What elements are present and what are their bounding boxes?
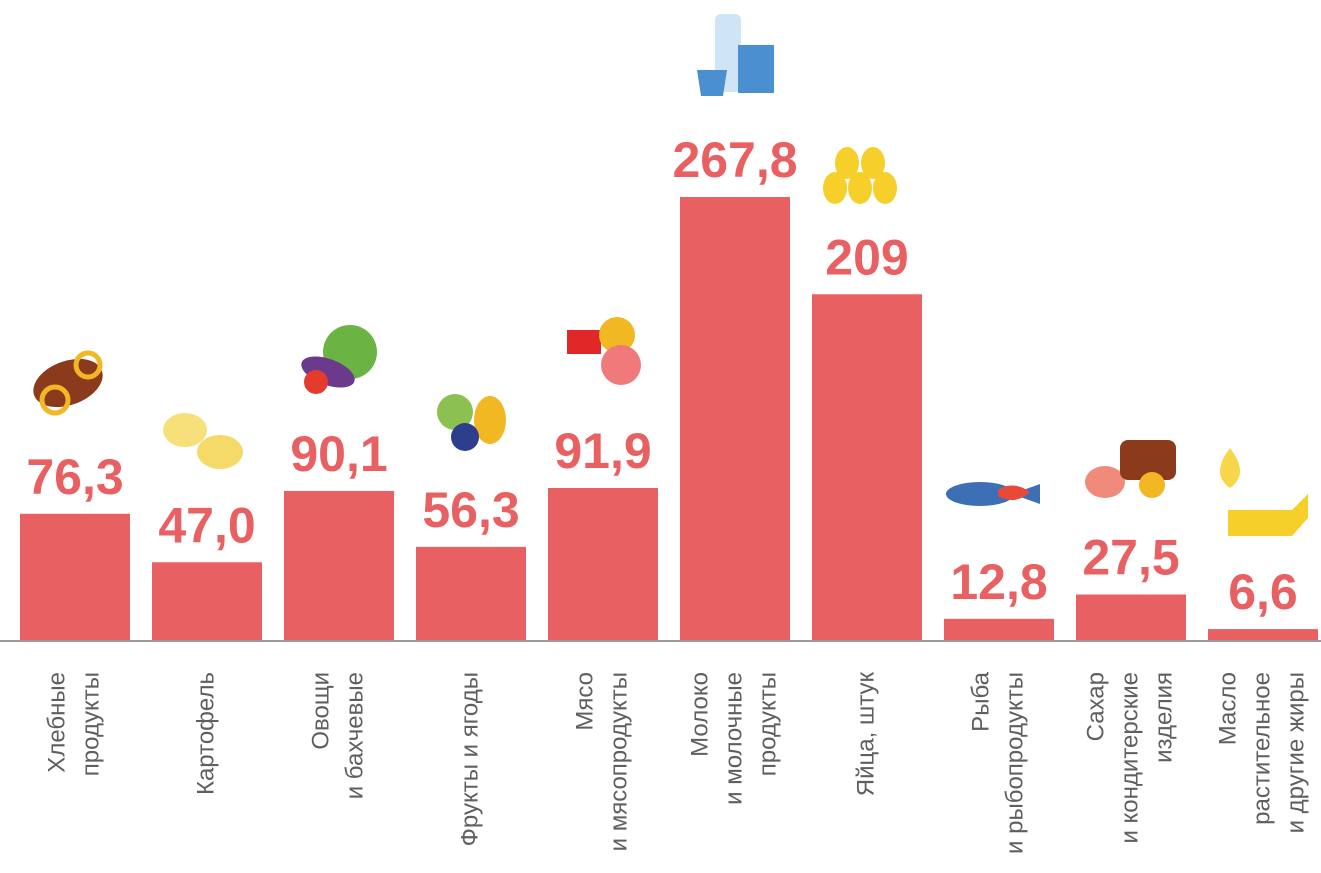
x-tick-label: Картофель	[192, 672, 219, 795]
x-tick-label: Фрукты и ягоды	[456, 672, 483, 846]
icon-meat	[567, 330, 601, 354]
value-label: 90,1	[290, 426, 387, 482]
x-tick-label: и молочные	[720, 672, 747, 805]
x-tick-label: и мясопродукты	[605, 672, 632, 851]
icon-grapes	[451, 423, 479, 451]
value-label: 47,0	[158, 497, 255, 553]
icon-potato	[163, 413, 207, 447]
x-tick-label: и рыбопродукты	[1001, 672, 1028, 854]
value-label: 209	[825, 229, 908, 285]
x-tick-label: изделия	[1150, 672, 1177, 763]
value-label: 91,9	[554, 423, 651, 479]
bar	[20, 514, 130, 640]
icon-pack	[738, 45, 774, 93]
x-tick-label: и другие жиры	[1282, 672, 1309, 833]
bar	[548, 488, 658, 640]
icon-potato	[197, 435, 243, 469]
chart: 76,3 Хлебные продукты 47,0 Картофель 90,1 Овощ…	[0, 0, 1321, 873]
icon-egg	[823, 172, 847, 204]
x-tick-label: Сахар	[1082, 672, 1109, 741]
icon-cup	[1085, 466, 1125, 498]
bar	[284, 491, 394, 640]
bar	[1208, 629, 1318, 640]
bar	[416, 547, 526, 640]
icon-ham	[601, 345, 641, 385]
x-tick-label: Рыба	[967, 671, 994, 731]
icon-cup	[697, 70, 727, 96]
x-tick-label: Мясо	[571, 672, 598, 731]
icon-roll	[1139, 472, 1165, 498]
value-label: 27,5	[1082, 530, 1179, 586]
x-tick-label: и бахчевые	[341, 672, 368, 799]
x-tick-label: продукты	[754, 672, 781, 776]
value-label: 76,3	[26, 449, 123, 505]
bar	[1076, 595, 1186, 640]
icon-egg	[873, 172, 897, 204]
bar	[812, 294, 922, 640]
bar	[680, 197, 790, 640]
x-tick-label: Хлебные	[43, 672, 70, 773]
x-tick-label: Овощи	[307, 672, 334, 750]
bar	[944, 619, 1054, 640]
x-tick-label: Масло	[1214, 672, 1241, 745]
value-label: 6,6	[1228, 564, 1298, 620]
icon-butter	[1228, 494, 1308, 536]
x-tick-label: Яйца, штук	[852, 672, 879, 797]
x-tick-label: Молоко	[686, 672, 713, 757]
value-label: 56,3	[422, 482, 519, 538]
icons	[27, 14, 1308, 536]
icon-drop	[1220, 448, 1240, 488]
x-tick-label: продукты	[77, 672, 104, 776]
bar	[152, 562, 262, 640]
value-label: 267,8	[672, 132, 797, 188]
icon-egg	[848, 172, 872, 204]
value-label: 12,8	[950, 554, 1047, 610]
icon-tomato	[304, 370, 328, 394]
x-tick-label: растительное	[1248, 672, 1275, 825]
x-tick-label: и кондитерские	[1116, 672, 1143, 844]
